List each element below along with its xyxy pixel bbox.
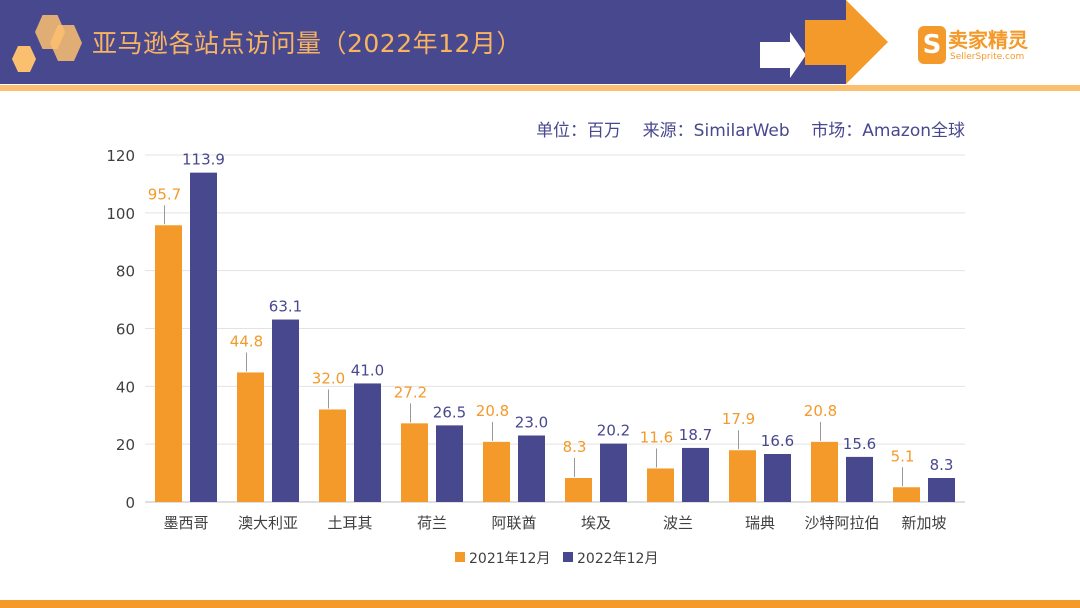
data-label: 32.0 <box>312 369 345 387</box>
bar <box>190 172 217 502</box>
bar <box>272 319 299 502</box>
legend-swatch <box>563 552 573 562</box>
data-label: 23.0 <box>515 413 548 431</box>
bar <box>436 425 463 502</box>
x-tick-label: 阿联酋 <box>491 514 536 532</box>
bar <box>319 409 346 502</box>
bar <box>518 435 545 502</box>
data-label: 8.3 <box>563 438 587 456</box>
bar <box>846 456 873 502</box>
y-tick-label: 100 <box>106 205 135 223</box>
y-tick-label: 0 <box>125 494 135 512</box>
bar <box>600 443 627 502</box>
bottom-bar <box>0 600 1080 608</box>
legend-label: 2021年12月 <box>469 551 550 567</box>
data-label: 20.8 <box>804 402 837 420</box>
legend-swatch <box>455 552 465 562</box>
data-label: 8.3 <box>930 456 954 474</box>
logo-en: SellerSprite.com <box>950 52 1025 62</box>
chart-subtitle: 单位：百万 来源：SimilarWeb 市场：Amazon全球 <box>536 121 965 141</box>
data-label: 95.7 <box>148 185 181 203</box>
data-label: 11.6 <box>640 428 673 446</box>
y-tick-label: 40 <box>116 378 135 396</box>
data-label: 5.1 <box>891 447 915 465</box>
bar <box>483 441 510 502</box>
data-label: 113.9 <box>182 151 225 169</box>
bar <box>401 423 428 502</box>
bar <box>354 383 381 502</box>
x-tick-label: 沙特阿拉伯 <box>804 514 879 532</box>
bar <box>682 447 709 502</box>
x-tick-label: 波兰 <box>663 514 693 532</box>
bar <box>893 487 920 502</box>
data-label: 26.5 <box>433 403 466 421</box>
y-tick-label: 120 <box>106 147 135 165</box>
x-tick-label: 土耳其 <box>327 514 372 532</box>
data-label: 20.2 <box>597 422 630 440</box>
y-tick-label: 80 <box>116 263 135 281</box>
data-label: 16.6 <box>761 432 794 450</box>
y-tick-label: 60 <box>116 321 135 339</box>
page-title: 亚马逊各站点访问量（2022年12月） <box>92 29 522 58</box>
legend-label: 2022年12月 <box>577 551 658 567</box>
data-label: 20.8 <box>476 402 509 420</box>
x-tick-label: 瑞典 <box>745 514 775 532</box>
bar <box>729 450 756 502</box>
logo-mark: S <box>918 26 946 64</box>
x-tick-label: 埃及 <box>581 514 611 532</box>
data-label: 15.6 <box>843 435 876 453</box>
header-bar <box>0 0 846 84</box>
x-tick-label: 澳大利亚 <box>238 514 298 532</box>
bar <box>764 453 791 502</box>
bar <box>155 225 182 502</box>
x-tick-label: 墨西哥 <box>163 514 208 532</box>
arrow-decoration-icon <box>760 0 888 84</box>
data-label: 27.2 <box>394 383 427 401</box>
logo-cn: 卖家精灵 <box>948 28 1028 52</box>
x-tick-label: 新加坡 <box>901 514 946 532</box>
divider <box>0 85 1080 91</box>
bar <box>647 468 674 502</box>
x-tick-label: 荷兰 <box>417 514 447 532</box>
bar <box>811 441 838 502</box>
data-label: 17.9 <box>722 410 755 428</box>
bar <box>928 477 955 502</box>
data-label: 44.8 <box>230 332 263 350</box>
y-tick-label: 20 <box>116 436 135 454</box>
bar <box>565 477 592 502</box>
data-label: 41.0 <box>351 361 384 379</box>
data-label: 63.1 <box>269 298 302 316</box>
bar <box>237 372 264 502</box>
data-label: 18.7 <box>679 426 712 444</box>
